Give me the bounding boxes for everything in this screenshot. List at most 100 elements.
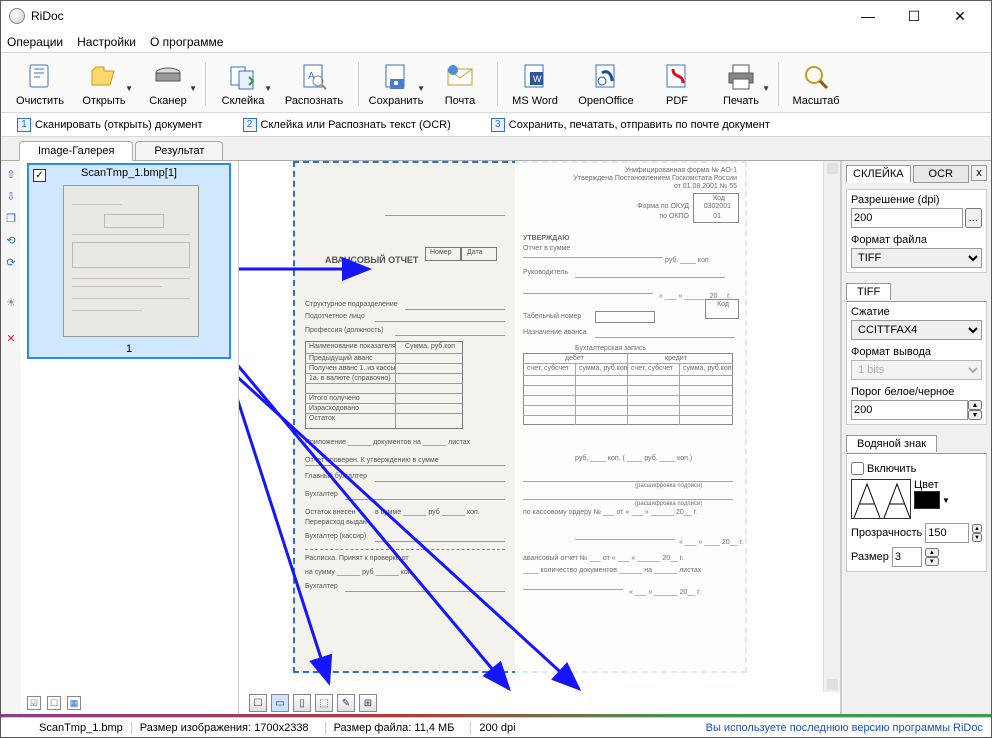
wm-enable-checkbox[interactable] [851, 462, 864, 475]
threshold-input[interactable] [851, 400, 968, 420]
rtab-stitch[interactable]: СКЛЕЙКА [846, 165, 911, 183]
panel-close-button[interactable]: x [971, 165, 987, 181]
wmsize-label: Размер [851, 551, 889, 563]
output-select: 1 bits [851, 360, 982, 380]
menu-operations[interactable]: Операции [7, 35, 63, 49]
tool-print[interactable]: Печать▼ [710, 61, 772, 107]
titlebar: RiDoc — ☐ ✕ [1, 1, 991, 31]
tab-result[interactable]: Результат [135, 141, 223, 160]
watermark-subtab[interactable]: Водяной знак [846, 435, 937, 452]
compression-select[interactable]: CCITTFAX4 [851, 320, 982, 340]
pv-btn-5[interactable]: ✎ [337, 694, 355, 712]
dpi-input[interactable] [851, 208, 963, 228]
tool-open[interactable]: Открыть▼ [73, 61, 135, 107]
toolbar: Очистить Открыть▼ Сканер▼ Склейка▼ AРасп… [1, 53, 991, 113]
svg-text:A: A [308, 71, 315, 82]
app-icon [9, 8, 25, 24]
rtab-ocr[interactable]: OCR [913, 165, 969, 183]
tool-scanner[interactable]: Сканер▼ [137, 61, 199, 107]
status-dpi: 200 dpi [470, 722, 523, 734]
maximize-button[interactable]: ☐ [891, 1, 937, 31]
pv-btn-2[interactable]: ▭ [271, 694, 289, 712]
statusbar: ScanTmp_1.bmp Размер изображения: 1700x2… [1, 717, 991, 737]
tool-stitch[interactable]: Склейка▼ [212, 61, 274, 107]
output-label: Формат вывода [851, 346, 982, 358]
group-resolution: Разрешение (dpi) … Формат файла TIFF [846, 189, 987, 273]
preview-panel: АВАНСОВЫЙ ОТЧЕТ Номер Дата Структурное п… [239, 161, 841, 714]
status-filesize: Размер файла: 11,4 МБ [325, 722, 463, 734]
tool-openoffice[interactable]: OpenOffice [568, 61, 644, 107]
color-swatch[interactable] [914, 491, 940, 509]
status-version-link[interactable]: Вы используете последнюю версию программ… [706, 722, 983, 734]
app-title: RiDoc [31, 9, 64, 23]
thumb-number: 1 [29, 343, 229, 355]
main-tabs: Image-Галерея Результат [1, 137, 991, 161]
strip-up-icon[interactable]: ⇧ [4, 167, 18, 181]
group-watermark: Включить Цвет ▼ Прозрачность [846, 453, 987, 572]
opacity-label: Прозрачность [851, 527, 922, 539]
dpi-more-button[interactable]: … [965, 208, 983, 228]
preview-bottom-toolbar: ☐ ▭ ▯ ⬚ ✎ ⊞ [249, 694, 377, 712]
doc-title: АВАНСОВЫЙ ОТЧЕТ [325, 255, 418, 265]
wm-preview [851, 479, 911, 519]
wmsize-up[interactable]: ▲ [925, 548, 939, 557]
threshold-label: Порог белое/черное [851, 386, 982, 398]
pv-btn-1[interactable]: ☐ [249, 694, 267, 712]
opacity-down[interactable]: ▼ [972, 533, 982, 542]
strip-down-icon[interactable]: ⇩ [4, 189, 18, 203]
strip-rotate-left-icon[interactable]: ⟲ [4, 233, 18, 247]
gal-single-icon[interactable]: ☐ [47, 696, 61, 710]
strip-copy-icon[interactable]: ❐ [4, 211, 18, 225]
format-label: Формат файла [851, 234, 982, 246]
dpi-label: Разрешение (dpi) [851, 194, 982, 206]
main-area: ⇧ ⇩ ❐ ⟲ ⟳ ☀ ✕ ✓ ScanTmp_1.bmp[1] 1 [1, 161, 991, 714]
tool-zoom[interactable]: Масштаб [785, 61, 847, 107]
left-tool-strip: ⇧ ⇩ ❐ ⟲ ⟳ ☀ ✕ [1, 161, 21, 714]
wmsize-input[interactable] [892, 547, 922, 567]
thumb-page-preview [63, 185, 199, 337]
format-select[interactable]: TIFF [851, 248, 982, 268]
document-overlay: Унифицированная форма № АО-1 Утверждена … [515, 161, 747, 673]
opacity-input[interactable] [925, 523, 969, 543]
group-tiff: Сжатие CCITTFAX4 Формат вывода 1 bits По… [846, 301, 987, 425]
tiff-subtab[interactable]: TIFF [846, 283, 891, 300]
tool-save[interactable]: Сохранить▼ [365, 61, 427, 107]
wmsize-down[interactable]: ▼ [925, 557, 939, 566]
pv-btn-4[interactable]: ⬚ [315, 694, 333, 712]
tool-word[interactable]: WMS Word [504, 61, 566, 107]
threshold-down[interactable]: ▼ [968, 410, 982, 420]
tool-clear[interactable]: Очистить [9, 61, 71, 107]
svg-text:W: W [533, 74, 542, 84]
preview-scrollbar[interactable] [823, 161, 840, 692]
tool-mail[interactable]: Почта [429, 61, 491, 107]
color-dropdown-icon[interactable]: ▼ [942, 496, 950, 505]
threshold-up[interactable]: ▲ [968, 400, 982, 410]
close-button[interactable]: ✕ [937, 1, 983, 31]
menu-settings[interactable]: Настройки [77, 35, 136, 49]
step-2: 2Склейка или Распознать текст (OCR) [243, 118, 451, 132]
stepbar: 1Сканировать (открыть) документ 2Склейка… [1, 113, 991, 137]
menubar: Операции Настройки О программе [1, 31, 991, 53]
menu-about[interactable]: О программе [150, 35, 223, 49]
thumb-filename: ScanTmp_1.bmp[1] [29, 167, 229, 179]
gal-checkall-icon[interactable]: ☑ [27, 696, 41, 710]
pv-btn-3[interactable]: ▯ [293, 694, 311, 712]
compression-label: Сжатие [851, 306, 982, 318]
right-panel: СКЛЕЙКА OCR x Разрешение (dpi) … Формат … [841, 161, 991, 714]
strip-delete-icon[interactable]: ✕ [4, 331, 18, 345]
gallery-panel: ✓ ScanTmp_1.bmp[1] 1 ☑ ☐ ▦ [21, 161, 239, 714]
opacity-up[interactable]: ▲ [972, 524, 982, 533]
strip-brightness-icon[interactable]: ☀ [4, 295, 18, 309]
status-dimensions: Размер изображения: 1700x2338 [131, 722, 317, 734]
tool-pdf[interactable]: PDF [646, 61, 708, 107]
minimize-button[interactable]: — [845, 1, 891, 31]
color-label: Цвет [914, 479, 950, 491]
step-3: 3Сохранить, печатать, отправить по почте… [491, 118, 770, 132]
tab-gallery[interactable]: Image-Галерея [19, 141, 133, 161]
tool-ocr[interactable]: AРаспознать [276, 61, 352, 107]
pv-btn-6[interactable]: ⊞ [359, 694, 377, 712]
strip-rotate-right-icon[interactable]: ⟳ [4, 255, 18, 269]
gal-grid-icon[interactable]: ▦ [67, 696, 81, 710]
status-filename: ScanTmp_1.bmp [9, 722, 123, 734]
thumbnail[interactable]: ✓ ScanTmp_1.bmp[1] 1 [27, 163, 231, 359]
